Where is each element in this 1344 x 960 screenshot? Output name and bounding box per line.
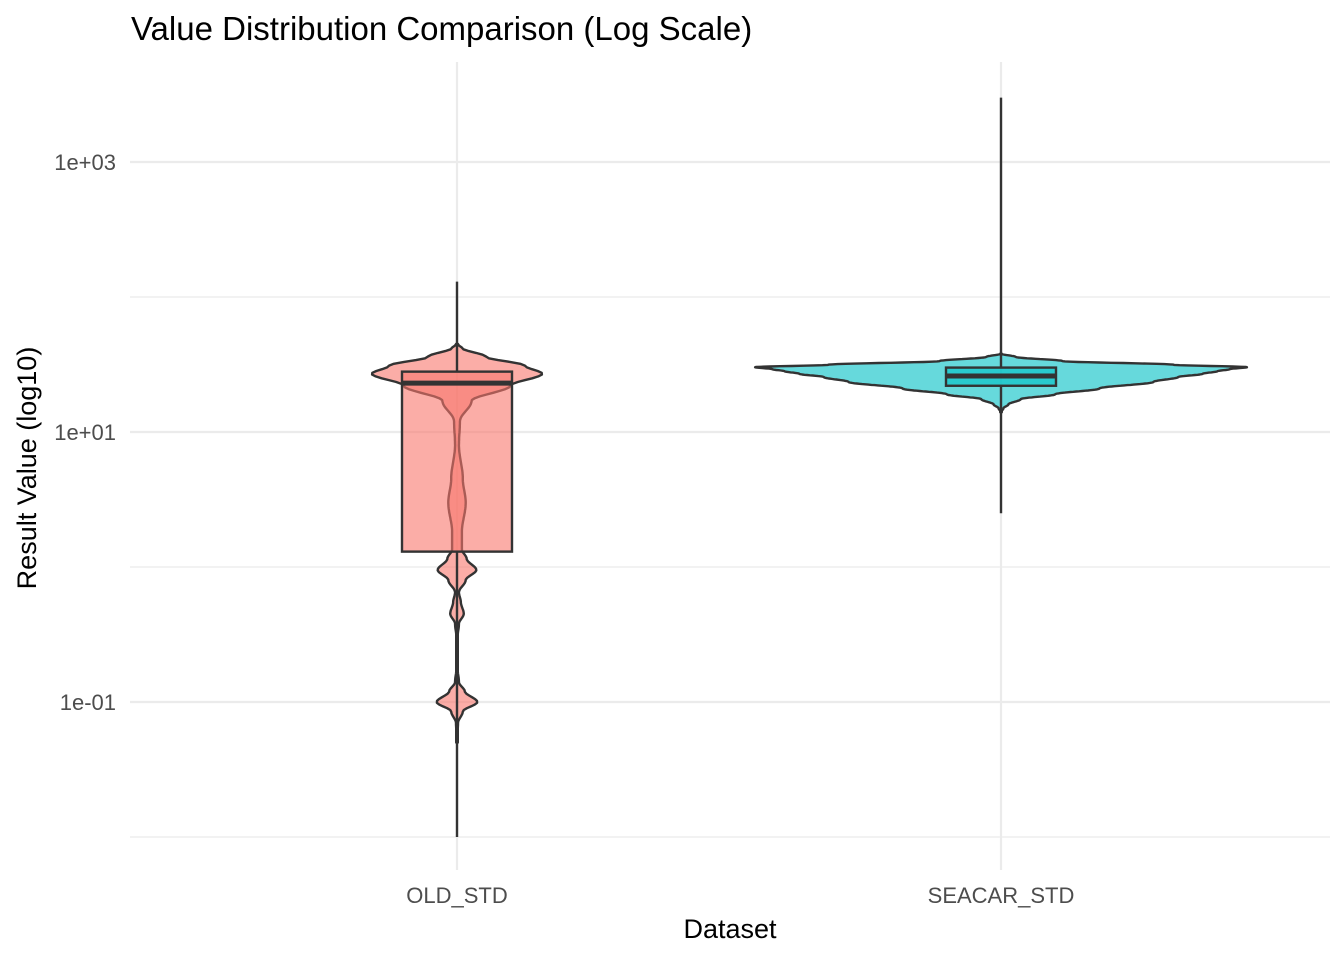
box-old-std bbox=[400, 370, 514, 553]
y-axis-label: Result Value (log10) bbox=[12, 347, 42, 590]
x-axis-ticks: OLD_STD SEACAR_STD bbox=[406, 883, 1074, 908]
x-axis-label: Dataset bbox=[683, 914, 777, 944]
y-axis-ticks: 1e-01 1e+01 1e+03 bbox=[54, 150, 116, 715]
x-tick-label: SEACAR_STD bbox=[928, 883, 1075, 908]
boxplots bbox=[400, 97, 1058, 837]
grid bbox=[130, 62, 1330, 870]
chart-title: Value Distribution Comparison (Log Scale… bbox=[131, 10, 752, 47]
x-tick-label: OLD_STD bbox=[406, 883, 507, 908]
y-tick-label: 1e-01 bbox=[60, 690, 116, 715]
y-tick-label: 1e+01 bbox=[54, 420, 116, 445]
y-tick-label: 1e+03 bbox=[54, 150, 116, 175]
